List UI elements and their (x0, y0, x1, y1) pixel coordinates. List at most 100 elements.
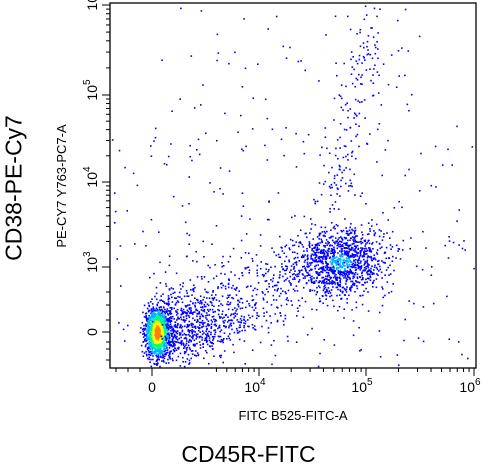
event-dot (382, 236, 385, 238)
event-dot (240, 297, 242, 300)
event-dot (199, 315, 201, 318)
event-dot (206, 340, 208, 342)
event-dot (182, 361, 184, 363)
event-dot (160, 348, 162, 350)
event-dot (162, 334, 165, 336)
event-dot (144, 329, 146, 331)
event-dot (320, 249, 323, 252)
event-dot (336, 193, 338, 195)
event-dot (388, 274, 390, 276)
event-dot (331, 262, 334, 264)
event-dot (309, 262, 311, 264)
event-dot (154, 350, 157, 352)
event-dot (306, 334, 309, 336)
event-dot (286, 297, 288, 299)
event-dot (151, 335, 154, 338)
event-dot (221, 310, 224, 313)
event-dot (152, 308, 154, 310)
event-dot (166, 351, 169, 354)
event-dot (341, 97, 343, 100)
event-dot (221, 317, 224, 320)
event-dot (288, 247, 291, 249)
event-dot (356, 133, 359, 136)
event-dot (167, 328, 170, 330)
event-dot (370, 267, 372, 270)
event-dot (256, 274, 259, 277)
event-dot (180, 318, 183, 321)
event-dot (205, 317, 207, 319)
event-dot (358, 145, 360, 148)
event-dot (183, 337, 186, 340)
event-dot (197, 313, 200, 315)
event-dot (376, 71, 379, 73)
event-dot (345, 256, 348, 259)
event-dot (243, 325, 245, 327)
event-dot (366, 242, 368, 244)
event-dot (322, 258, 324, 260)
event-dot (152, 312, 154, 315)
event-dot (230, 322, 232, 325)
event-dot (201, 301, 203, 304)
event-dot (150, 155, 153, 157)
event-dot (218, 326, 220, 328)
event-dot (238, 301, 241, 303)
event-dot (348, 271, 350, 274)
event-dot (353, 284, 356, 287)
event-dot (347, 274, 349, 277)
event-dot (356, 115, 358, 117)
event-dot (256, 312, 258, 314)
event-dot (294, 274, 297, 276)
event-dot (343, 265, 345, 267)
event-dot (336, 286, 339, 289)
event-dot (143, 333, 146, 335)
event-dot (353, 272, 355, 275)
event-dot (345, 129, 348, 131)
event-dot (362, 42, 365, 44)
event-dot (183, 351, 186, 353)
event-dot (349, 268, 351, 271)
event-dot (320, 193, 323, 196)
event-dot (157, 325, 160, 328)
event-dot (358, 267, 360, 269)
event-dot (367, 310, 370, 312)
event-dot (355, 123, 357, 125)
event-dot (220, 329, 223, 331)
event-dot (161, 321, 164, 324)
y-axis-ticks: 0103104105106 (82, 0, 110, 361)
event-dot (146, 318, 148, 320)
event-dot (316, 236, 319, 238)
event-dot (364, 262, 366, 264)
event-dot (157, 320, 160, 323)
event-dot (334, 281, 336, 284)
event-dot (330, 252, 332, 255)
event-dot (161, 326, 164, 328)
event-dot (333, 252, 335, 255)
event-dot (370, 251, 373, 253)
event-dot (320, 271, 323, 273)
event-dot (354, 240, 357, 242)
event-dot (322, 183, 325, 185)
event-dot (162, 350, 164, 353)
event-dot (329, 211, 331, 213)
event-dot (168, 336, 171, 339)
event-dot (342, 262, 344, 264)
event-dot (167, 327, 170, 329)
event-dot (369, 68, 371, 70)
event-dot (177, 324, 179, 326)
event-dot (321, 266, 323, 269)
event-dot (194, 331, 196, 333)
event-dot (359, 252, 362, 255)
event-dot (380, 104, 383, 106)
event-dot (284, 245, 286, 248)
event-dot (187, 304, 189, 306)
event-dot (235, 327, 238, 330)
event-dot (337, 272, 340, 275)
event-dot (335, 260, 337, 262)
event-dot (291, 251, 294, 254)
event-dot (153, 322, 155, 324)
event-dot (186, 346, 189, 349)
event-dot (149, 336, 151, 338)
event-dot (188, 314, 190, 317)
event-dot (152, 339, 154, 341)
event-dot (282, 320, 285, 322)
